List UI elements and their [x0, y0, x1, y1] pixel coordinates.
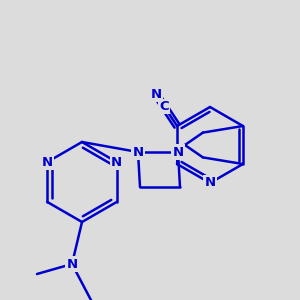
Text: C: C	[159, 100, 169, 113]
Text: N: N	[111, 155, 122, 169]
Text: N: N	[204, 176, 216, 190]
Text: N: N	[66, 257, 78, 271]
Text: N: N	[151, 88, 162, 101]
Text: N: N	[42, 155, 53, 169]
Text: N: N	[132, 146, 144, 158]
Text: N: N	[172, 146, 184, 158]
